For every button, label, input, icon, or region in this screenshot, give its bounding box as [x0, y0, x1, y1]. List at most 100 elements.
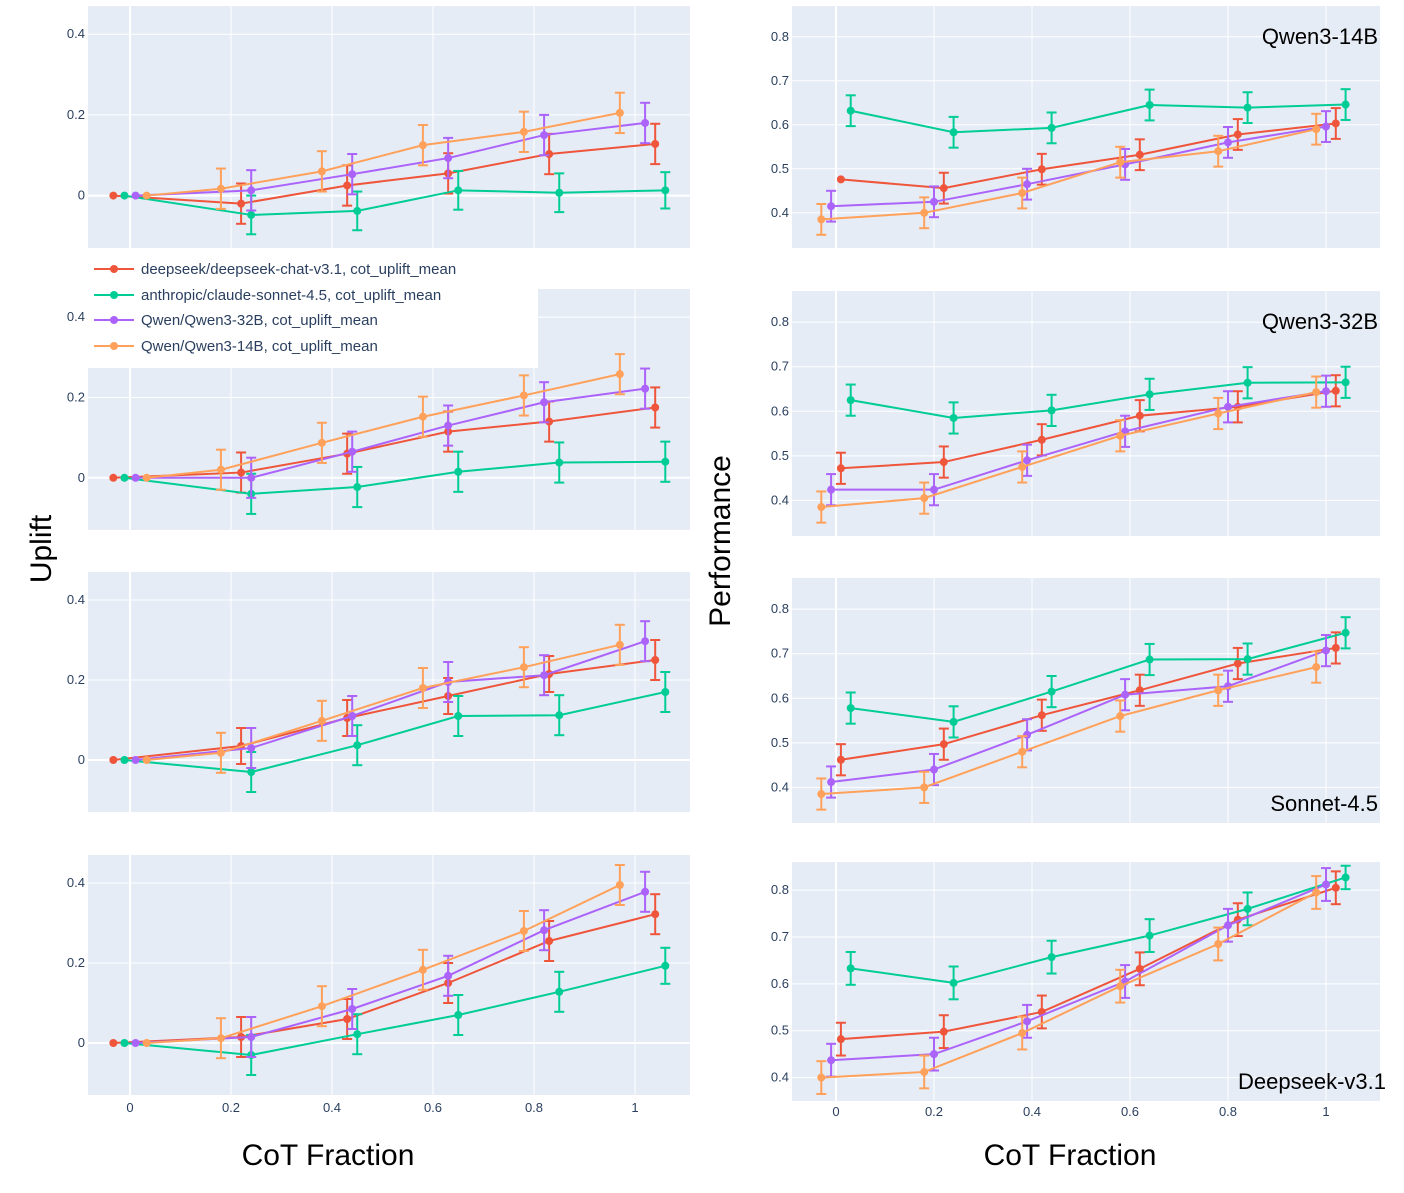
- left-panel-3-series-3-point-2[interactable]: [317, 1002, 326, 1011]
- left-panel-0-series-2-point-2[interactable]: [348, 170, 357, 179]
- left-panel-0-series-3-point-1[interactable]: [216, 184, 225, 193]
- right-panel-0-series-3-point-5[interactable]: [1312, 125, 1321, 134]
- right-panel-2-series-1-point-3[interactable]: [1145, 655, 1154, 664]
- right-panel-1-series-0-point-0[interactable]: [836, 464, 845, 473]
- left-panel-3-series-1-point-2[interactable]: [353, 1030, 362, 1039]
- left-panel-1-series-1-point-0[interactable]: [120, 473, 129, 482]
- right-panel-0-series-2-point-5[interactable]: [1322, 122, 1330, 131]
- right-panel-0-series-0-point-2[interactable]: [1037, 165, 1046, 174]
- left-panel-0-series-1-point-5[interactable]: [661, 186, 670, 195]
- right-panel-1-series-3-point-5[interactable]: [1312, 388, 1321, 397]
- left-panel-2-series-2-point-0[interactable]: [131, 756, 140, 764]
- left-panel-1-series-0-point-4[interactable]: [545, 417, 554, 426]
- left-panel-1-series-2-point-0[interactable]: [131, 473, 140, 482]
- left-panel-3-series-1-point-3[interactable]: [454, 1011, 463, 1019]
- left-panel-2-series-3-point-0[interactable]: [142, 756, 151, 764]
- right-panel-2-series-1-point-0[interactable]: [846, 704, 855, 713]
- right-panel-3-series-0-point-3[interactable]: [1135, 964, 1144, 973]
- right-panel-3-series-1-point-3[interactable]: [1145, 931, 1154, 940]
- left-panel-3-series-2-point-2[interactable]: [348, 1005, 357, 1013]
- right-panel-3-series-0-point-5[interactable]: [1331, 883, 1340, 892]
- left-panel-0-series-2-point-5[interactable]: [641, 118, 650, 127]
- right-panel-0-series-0-point-0[interactable]: [836, 175, 845, 184]
- left-panel-3-series-2-point-1[interactable]: [247, 1033, 256, 1041]
- left-panel-1-series-1-point-4[interactable]: [555, 458, 564, 467]
- left-panel-1-series-0-point-5[interactable]: [651, 403, 660, 412]
- left-panel-0-series-0-point-1[interactable]: [237, 199, 246, 208]
- right-panel-0-series-3-point-2[interactable]: [1018, 189, 1027, 197]
- right-panel-1-series-3-point-3[interactable]: [1116, 431, 1125, 440]
- left-panel-2-series-3-point-1[interactable]: [216, 748, 225, 757]
- left-panel-1-series-2-point-5[interactable]: [641, 384, 650, 393]
- left-panel-0-series-3-point-5[interactable]: [615, 108, 624, 117]
- left-panel-2-series-0-point-5[interactable]: [651, 656, 660, 664]
- left-panel-1-series-1-point-5[interactable]: [661, 457, 670, 466]
- left-panel-1-series-3-point-1[interactable]: [216, 465, 225, 474]
- left-panel-2-series-1-point-1[interactable]: [247, 768, 256, 776]
- right-panel-3-series-1-point-2[interactable]: [1047, 953, 1056, 962]
- right-panel-3-series-0-point-0[interactable]: [836, 1035, 845, 1044]
- right-panel-1-series-0-point-5[interactable]: [1331, 386, 1340, 395]
- left-panel-2-series-2-point-5[interactable]: [641, 637, 650, 646]
- left-panel-3-series-0-point-2[interactable]: [343, 1015, 352, 1023]
- left-panel-3-series-2-point-0[interactable]: [131, 1039, 140, 1047]
- right-panel-0-series-3-point-1[interactable]: [920, 208, 929, 217]
- right-panel-1-series-1-point-5[interactable]: [1341, 378, 1350, 387]
- right-panel-0-series-1-point-3[interactable]: [1145, 101, 1154, 109]
- right-panel-1-series-3-point-4[interactable]: [1214, 409, 1223, 418]
- left-panel-2-series-1-point-4[interactable]: [555, 711, 564, 720]
- left-panel-0-series-2-point-4[interactable]: [540, 131, 549, 140]
- left-panel-1-series-1-point-2[interactable]: [353, 483, 362, 492]
- legend-entry-1[interactable]: anthropic/claude-sonnet-4.5, cot_uplift_…: [94, 287, 441, 304]
- right-panel-1-series-2-point-0[interactable]: [827, 485, 836, 494]
- right-panel-0-series-1-point-0[interactable]: [846, 106, 855, 115]
- left-panel-0-series-3-point-0[interactable]: [142, 191, 151, 200]
- right-panel-3-series-3-point-1[interactable]: [920, 1067, 929, 1076]
- left-panel-2-series-1-point-0[interactable]: [120, 756, 129, 764]
- right-panel-3-series-2-point-4[interactable]: [1224, 921, 1232, 930]
- right-panel-2-series-1-point-5[interactable]: [1341, 628, 1350, 637]
- right-panel-1-series-1-point-0[interactable]: [846, 396, 855, 405]
- right-panel-0-series-3-point-0[interactable]: [817, 215, 826, 224]
- right-panel-0-series-1-point-1[interactable]: [949, 128, 958, 137]
- right-panel-2-series-0-point-2[interactable]: [1037, 711, 1046, 720]
- right-panel-3-series-1-point-4[interactable]: [1243, 904, 1252, 913]
- right-panel-2-series-1-point-1[interactable]: [949, 717, 958, 726]
- left-panel-3-series-1-point-5[interactable]: [661, 961, 670, 970]
- left-panel-3-series-3-point-5[interactable]: [615, 881, 624, 889]
- legend-entry-0[interactable]: deepseek/deepseek-chat-v3.1, cot_uplift_…: [94, 261, 456, 278]
- left-panel-3-series-3-point-0[interactable]: [142, 1039, 151, 1047]
- right-panel-1-series-1-point-3[interactable]: [1145, 390, 1154, 399]
- left-panel-3-series-3-point-4[interactable]: [519, 927, 528, 935]
- right-panel-2-series-0-point-4[interactable]: [1233, 659, 1242, 668]
- left-panel-0-series-2-point-1[interactable]: [247, 186, 256, 195]
- left-panel-2-series-2-point-4[interactable]: [540, 671, 549, 680]
- right-panel-1-series-2-point-4[interactable]: [1224, 402, 1232, 411]
- left-panel-0-series-0-point-5[interactable]: [651, 139, 660, 148]
- left-panel-2-series-1-point-2[interactable]: [353, 741, 362, 750]
- right-panel-2-series-1-point-2[interactable]: [1047, 687, 1056, 696]
- right-panel-1-series-3-point-1[interactable]: [920, 494, 929, 503]
- left-panel-1-series-3-point-2[interactable]: [317, 438, 326, 447]
- right-panel-0-series-2-point-2[interactable]: [1023, 180, 1032, 189]
- right-panel-1-series-3-point-2[interactable]: [1018, 462, 1027, 471]
- legend-entry-2[interactable]: Qwen/Qwen3-32B, cot_uplift_mean: [94, 312, 378, 329]
- left-panel-0-series-2-point-3[interactable]: [444, 154, 453, 163]
- left-panel-2-series-1-point-3[interactable]: [454, 712, 463, 720]
- right-panel-3-series-3-point-0[interactable]: [817, 1073, 826, 1082]
- right-panel-0-series-0-point-5[interactable]: [1331, 119, 1340, 128]
- right-panel-0-series-3-point-4[interactable]: [1214, 147, 1223, 156]
- right-panel-1-series-1-point-2[interactable]: [1047, 406, 1056, 415]
- right-panel-1-series-0-point-1[interactable]: [939, 458, 948, 467]
- right-panel-1-series-1-point-4[interactable]: [1243, 378, 1252, 387]
- right-panel-3-series-0-point-1[interactable]: [939, 1027, 948, 1036]
- left-panel-3-series-2-point-4[interactable]: [540, 926, 549, 935]
- right-panel-3-series-3-point-2[interactable]: [1018, 1029, 1027, 1038]
- right-panel-2-series-0-point-0[interactable]: [836, 755, 845, 764]
- left-panel-2-series-3-point-5[interactable]: [615, 640, 624, 649]
- left-panel-2-series-0-point-0[interactable]: [109, 756, 118, 764]
- left-panel-0-series-3-point-2[interactable]: [317, 167, 326, 176]
- left-panel-2-series-3-point-3[interactable]: [418, 684, 427, 692]
- right-panel-2-series-3-point-4[interactable]: [1214, 686, 1223, 695]
- right-panel-3-series-3-point-5[interactable]: [1312, 888, 1321, 897]
